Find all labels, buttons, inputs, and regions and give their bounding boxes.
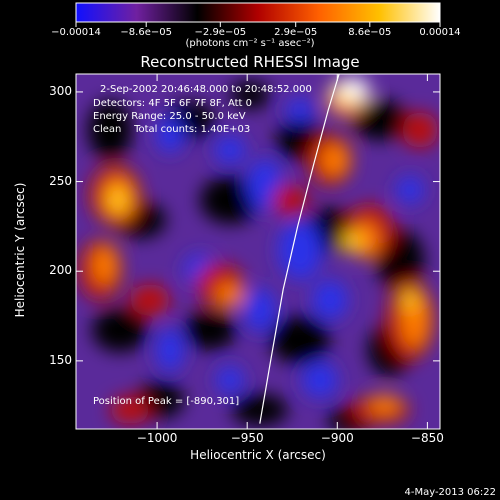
heatmap-patch xyxy=(93,245,117,285)
heatmap-patch xyxy=(92,308,148,352)
y-axis-label: Heliocentric Y (arcsec) xyxy=(13,182,27,318)
colorbar-tick-label: 2.9e−05 xyxy=(274,27,318,38)
heatmap-patch xyxy=(156,328,184,372)
chart-title: Reconstructed RHESSI Image xyxy=(140,53,360,71)
heatmap-patch xyxy=(216,366,244,394)
heatmap-patch xyxy=(402,290,418,310)
heatmap-patch xyxy=(302,362,338,398)
heatmap-patch xyxy=(369,395,401,415)
detectors-annotation: Detectors: 4F 5F 6F 7F 8F, Att 0 xyxy=(93,98,253,109)
heatmap-patch xyxy=(156,117,184,153)
heatmap-patch xyxy=(321,144,349,176)
colorbar-tick-label: −8.6e−05 xyxy=(120,27,172,38)
heatmap-patch xyxy=(342,232,362,252)
heatmap-patch xyxy=(232,394,288,426)
time-annotation: 2-Sep-2002 20:46:48.000 to 20:48:52.000 xyxy=(100,84,312,95)
colorbar-units-label: (photons cm⁻² s⁻¹ asec⁻²) xyxy=(185,38,315,49)
peak-annotation: Position of Peak = [-890,301] xyxy=(93,396,240,407)
colorbar xyxy=(75,2,441,23)
heatmap-patch xyxy=(341,78,369,98)
heatmap-patch xyxy=(396,176,424,204)
colorbar-tick-label: 0.00014 xyxy=(419,27,461,38)
heatmap-patch xyxy=(286,98,314,122)
y-tick-label: 150 xyxy=(49,352,72,367)
x-tick-label: −850 xyxy=(410,431,444,445)
energy-annotation: Energy Range: 25.0 - 50.0 keV xyxy=(93,111,246,122)
heatmap-patch xyxy=(184,310,236,350)
plot-frame xyxy=(75,73,441,430)
heatmap-patch xyxy=(244,288,276,332)
x-axis-label: Heliocentric X (arcsec) xyxy=(190,448,326,462)
heatmap-patch xyxy=(352,100,408,140)
heatmap-patch xyxy=(230,81,270,109)
heatmap-patch xyxy=(402,112,438,148)
heatmap-patch xyxy=(200,176,260,224)
method-annotation: Clean Total counts: 1.40E+03 xyxy=(93,124,251,135)
colorbar-tick-label: −2.9e−05 xyxy=(194,27,247,38)
footer-date: 4-May-2013 06:22 xyxy=(404,487,496,498)
colorbar-tick-label: −0.00014 xyxy=(51,27,101,38)
heatmap-patch xyxy=(216,283,244,307)
x-tick-label: −1000 xyxy=(136,431,178,445)
heatmap-patch xyxy=(272,184,308,216)
x-tick-label: −950 xyxy=(230,431,264,445)
colorbar-tick-label: 8.6e−05 xyxy=(348,27,392,38)
heatmap-patch xyxy=(270,316,330,364)
heatmap-patch xyxy=(88,100,132,160)
y-tick-label: 250 xyxy=(49,173,72,188)
heatmap-patch xyxy=(130,284,170,316)
heatmap-patch xyxy=(214,136,246,164)
x-tick-label: −900 xyxy=(320,431,354,445)
y-tick-label: 300 xyxy=(49,83,72,98)
solar-limb-line xyxy=(259,74,340,424)
y-tick-label: 200 xyxy=(49,263,72,278)
heatmap-patch xyxy=(110,396,150,424)
heatmap-patch xyxy=(109,188,127,212)
heatmap-patch xyxy=(278,220,322,280)
heatmap-patch xyxy=(312,280,348,320)
